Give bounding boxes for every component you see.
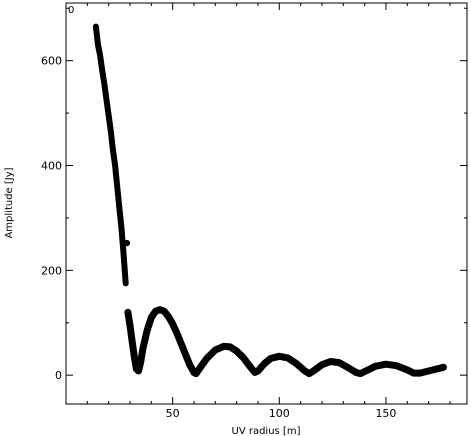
data-point (123, 239, 130, 247)
data-point (261, 361, 267, 367)
data-point (328, 359, 333, 364)
data-point (227, 344, 233, 350)
data-point (127, 322, 133, 328)
data-point (116, 204, 122, 210)
data-point (383, 361, 389, 367)
data-point (357, 371, 363, 377)
data-point (193, 371, 199, 377)
data-point (221, 343, 227, 349)
data-point (319, 362, 325, 368)
y-axis-title: Amplitude [Jy] (4, 167, 15, 238)
x-axis-title: UV radius [m] (232, 426, 301, 436)
data-point (144, 328, 150, 334)
data-point (129, 338, 135, 344)
plot-frame (65, 2, 468, 405)
data-point (140, 346, 146, 352)
data-point (104, 97, 109, 103)
data-point (170, 321, 176, 327)
data-point (174, 330, 180, 336)
y-tick-label: 600 (41, 55, 62, 68)
data-point (121, 252, 127, 258)
data-point (336, 360, 342, 366)
data-point (345, 364, 351, 370)
corner-label: 0 (68, 5, 74, 16)
x-tick-label: 150 (375, 407, 396, 420)
data-point (123, 280, 129, 286)
data-point (364, 368, 370, 373)
data-point (165, 314, 171, 319)
data-point (131, 354, 137, 360)
data-band-0 (92, 23, 129, 287)
y-tick-label: 400 (41, 159, 62, 172)
x-tick-label: 50 (166, 407, 180, 420)
data-point (372, 363, 378, 369)
data-point (95, 42, 101, 48)
data-point (106, 113, 112, 119)
data-point (404, 367, 410, 373)
data-point (119, 225, 124, 231)
data-point (114, 184, 120, 189)
data-point (153, 308, 159, 314)
data-point (161, 308, 167, 314)
x-tick-label: 100 (269, 407, 290, 420)
data-point (178, 341, 184, 347)
data-point (426, 368, 432, 374)
data-point (148, 315, 154, 320)
data-point (353, 370, 359, 375)
data-point (110, 147, 116, 153)
data-point (138, 359, 144, 365)
data-point (197, 364, 203, 370)
data-point (411, 370, 417, 376)
data-point (101, 81, 107, 87)
data-point (306, 371, 312, 377)
data-point (268, 355, 274, 361)
data-point (302, 368, 308, 374)
data-point (417, 370, 423, 376)
data-point (136, 368, 141, 374)
data-point (441, 364, 446, 370)
y-tick-label: 0 (55, 369, 62, 382)
data-points (92, 23, 447, 378)
data-point (182, 351, 188, 357)
data-point (97, 52, 103, 58)
data-point (212, 347, 218, 353)
y-tick-label: 200 (41, 264, 62, 277)
data-point (255, 368, 261, 374)
data-point (293, 361, 299, 367)
axis-ticks: 50 100 150 0 200 400 600 (41, 3, 467, 420)
data-point (204, 355, 210, 361)
data-point (434, 366, 440, 372)
data-point (112, 163, 118, 168)
data-point (234, 348, 240, 354)
data-point (157, 307, 163, 313)
data-point (99, 68, 105, 74)
data-point (285, 355, 291, 361)
data-point (394, 363, 400, 369)
data-point (310, 368, 316, 374)
data-point (93, 24, 99, 30)
data-point (240, 354, 246, 360)
data-point (246, 363, 252, 369)
data-point (125, 309, 131, 315)
data-point (108, 128, 114, 134)
data-point (187, 362, 193, 368)
data-point (276, 353, 282, 359)
